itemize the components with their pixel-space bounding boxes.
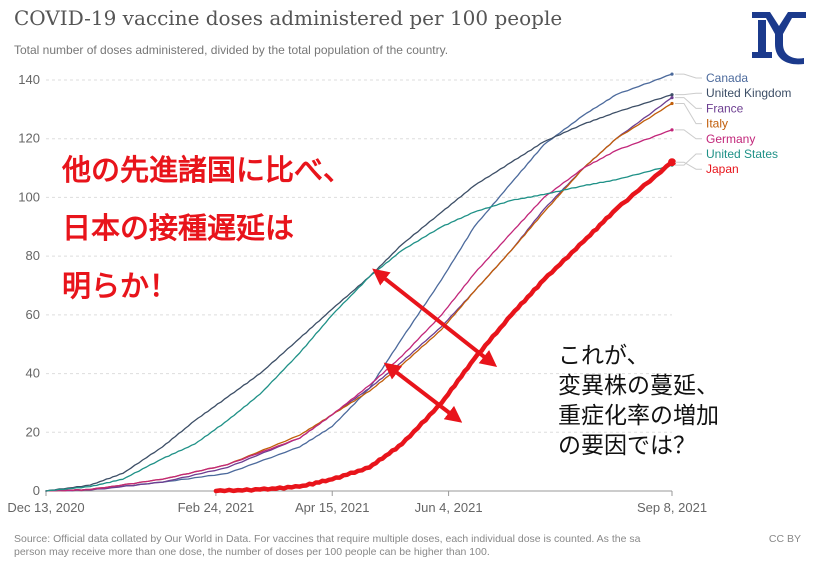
annotation-arrows xyxy=(372,268,498,423)
right-annotation-line-1: これが、 xyxy=(558,343,650,369)
legend-connector-united-kingdom xyxy=(675,92,702,96)
source-note-line-2: person may receive more than one dose, t… xyxy=(14,546,490,558)
series-end-germany xyxy=(670,128,674,132)
legend-connector-united-states xyxy=(675,153,702,166)
source-note-line-1: Source: Official data collated by Our Wo… xyxy=(14,533,641,545)
series-end-japan xyxy=(668,158,676,167)
series-line-united-kingdom xyxy=(45,94,673,492)
legend-connector-japan xyxy=(675,161,702,170)
chart-subtitle: Total number of doses administered, divi… xyxy=(14,43,449,57)
legend-label-united-kingdom: United Kingdom xyxy=(706,86,791,100)
university-logo-icon xyxy=(752,12,806,65)
y-tick-label-120: 120 xyxy=(18,131,40,146)
y-tick-label-100: 100 xyxy=(18,189,40,204)
right-annotation-line-3: 重症化率の増加 xyxy=(558,403,719,429)
legend-label-germany: Germany xyxy=(706,132,755,146)
annotation-arrow-2 xyxy=(383,362,463,423)
legend-label-united-states: United States xyxy=(706,147,778,161)
legend-connector-france xyxy=(675,97,702,109)
legend-label-italy: Italy xyxy=(706,117,728,131)
y-tick-label-60: 60 xyxy=(26,307,40,322)
legend-label-japan: Japan xyxy=(706,162,739,176)
right-annotation-line-4: の要因では？ xyxy=(558,433,696,459)
legend-connector-germany xyxy=(675,129,702,140)
chart-title: COVID-19 vaccine doses administered per … xyxy=(14,6,563,30)
source-note: Source: Official data collated by Our Wo… xyxy=(14,533,784,559)
left-annotation-line-1: 他の先進諸国に比べ、 xyxy=(62,153,353,187)
x-tick-label-2: Apr 15, 2021 xyxy=(295,500,369,515)
license-label: CC BY xyxy=(768,533,801,545)
series-end-italy xyxy=(670,101,674,106)
right-annotation-line-2: 変異株の蔓延、 xyxy=(558,373,719,399)
left-annotation-line-2: 日本の接種遅延は xyxy=(62,211,295,245)
x-tick-label-4: Sep 8, 2021 xyxy=(637,500,707,515)
x-tick-label-1: Feb 24, 2021 xyxy=(178,500,255,515)
right-annotation: これが、 変異株の蔓延、 重症化率の増加 の要因では？ xyxy=(558,341,719,461)
y-tick-label-0: 0 xyxy=(33,483,40,498)
left-annotation-line-3: 明らか！ xyxy=(62,269,179,303)
y-axis: 0 20 40 60 80 100 120 140 xyxy=(18,72,40,498)
legend-connector-canada xyxy=(675,73,702,79)
legend-label-canada: Canada xyxy=(706,71,748,85)
y-tick-label-20: 20 xyxy=(26,424,40,439)
y-tick-label-140: 140 xyxy=(18,72,40,87)
legend-connector-italy xyxy=(675,102,702,125)
x-axis: Dec 13, 2020 Feb 24, 2021 Apr 15, 2021 Jun … xyxy=(7,491,707,515)
y-tick-label-80: 80 xyxy=(26,248,40,263)
annotation-arrow-1 xyxy=(372,268,498,368)
left-annotation: 他の先進諸国に比べ、 日本の接種遅延は 明らか！ xyxy=(62,141,352,315)
legend-label-france: France xyxy=(706,101,744,115)
series-end-united-kingdom xyxy=(670,93,674,97)
series-line-united-states xyxy=(45,164,673,492)
series-end-france xyxy=(670,96,674,100)
x-tick-label-3: Jun 4, 2021 xyxy=(415,500,483,515)
y-tick-label-40: 40 xyxy=(26,366,40,381)
series-end-canada xyxy=(670,72,674,76)
grid xyxy=(46,79,672,492)
x-tick-label-0: Dec 13, 2020 xyxy=(7,500,84,515)
